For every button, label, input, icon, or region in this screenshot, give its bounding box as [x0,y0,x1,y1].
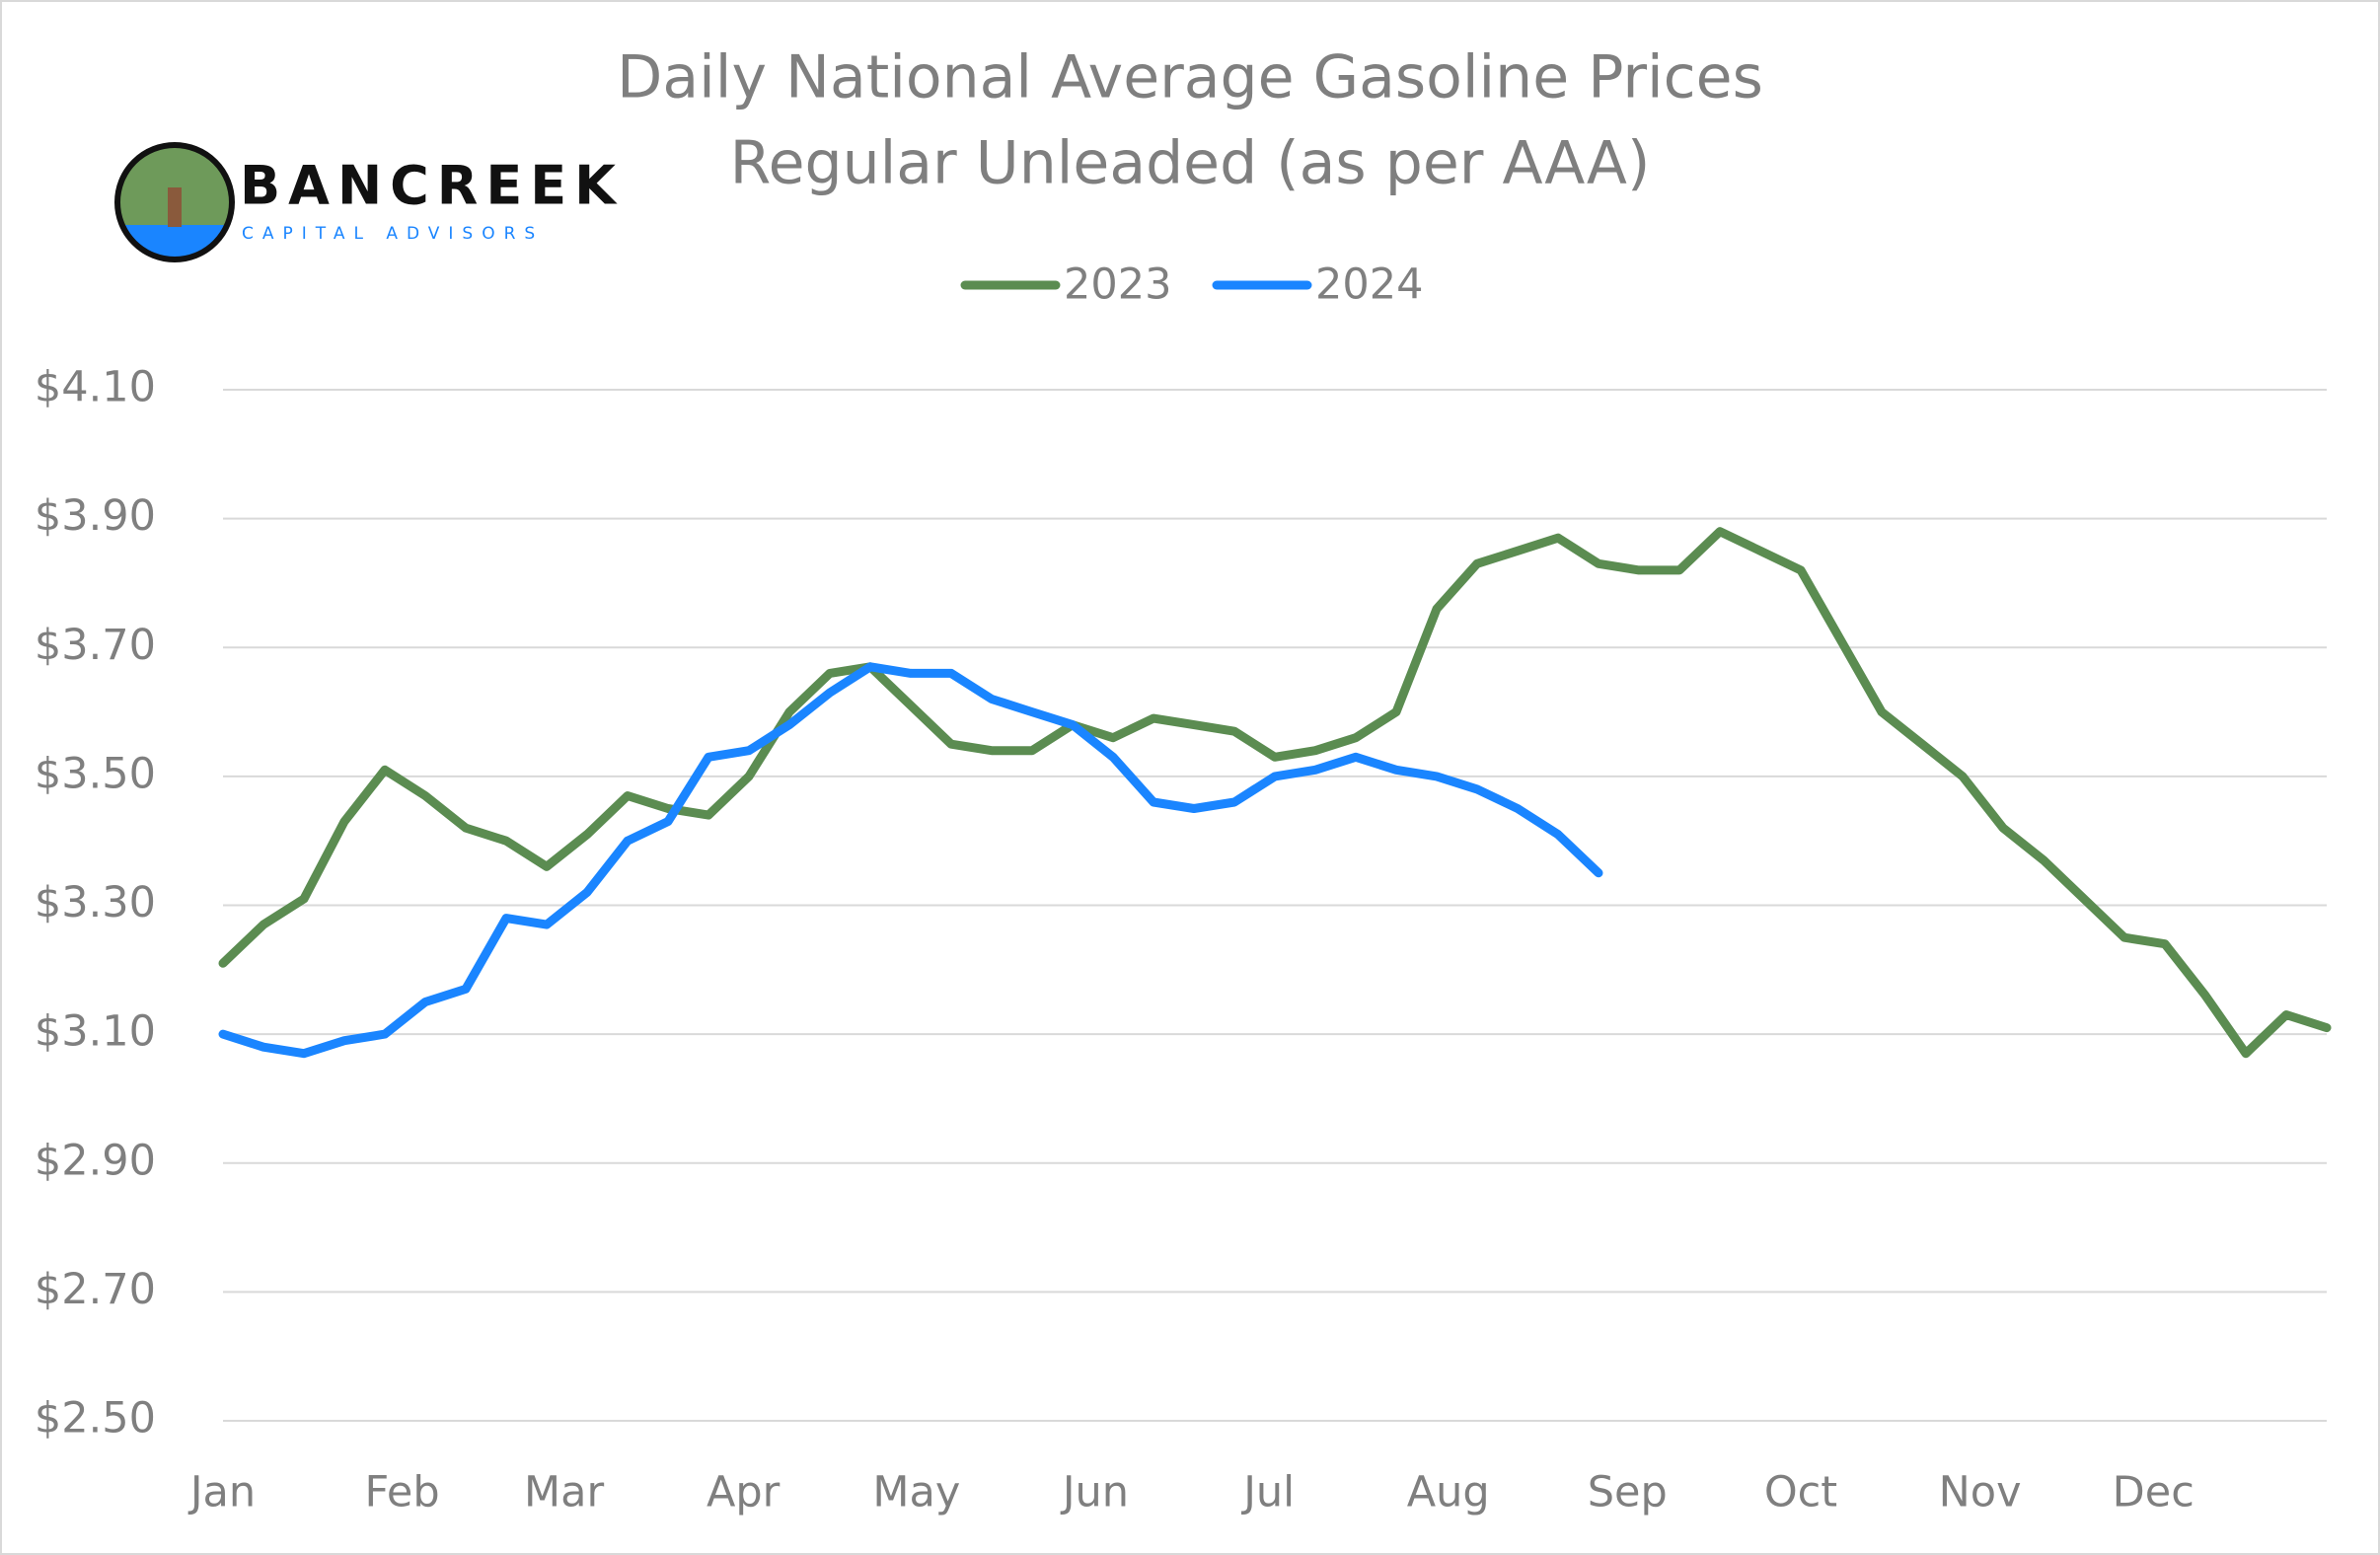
x-tick-label: Sep [1588,1468,1668,1518]
legend-label: 2023 [1064,260,1171,310]
x-tick-label: Jun [1060,1468,1129,1518]
logo-name: BANCREEK [240,155,624,217]
x-tick-label: Aug [1407,1468,1490,1518]
x-tick-label: May [872,1468,960,1518]
y-tick-label: $3.30 [35,878,156,927]
line-series [218,662,1603,1059]
y-tick-label: $2.90 [35,1136,156,1185]
x-tick-label: Jan [187,1468,256,1518]
x-tick-label: Dec [2113,1468,2194,1518]
x-tick-label: Jul [1240,1468,1295,1518]
chart-title: Daily National Average Gasoline Prices [617,43,1763,112]
y-tick-label: $3.50 [35,749,156,798]
logo-tagline: CAPITAL ADVISORS [242,224,544,244]
line-series [218,527,2332,1059]
chart-subtitle: Regular Unleaded (as per AAA) [730,129,1651,198]
logo: BANCREEK CAPITAL ADVISORS [114,142,624,262]
x-tick-label: Nov [1939,1468,2022,1518]
x-tick-label: Mar [524,1468,604,1518]
x-tick-label: Oct [1764,1468,1837,1518]
y-tick-label: $4.10 [35,363,156,412]
y-tick-label: $3.10 [35,1007,156,1057]
y-tick-label: $2.50 [35,1394,156,1444]
legend-label: 2024 [1315,260,1423,310]
y-tick-label: $2.70 [35,1265,156,1314]
x-tick-label: Feb [365,1468,440,1518]
y-tick-label: $3.70 [35,621,156,670]
x-tick-label: Apr [707,1468,781,1518]
y-tick-label: $3.90 [35,491,156,541]
